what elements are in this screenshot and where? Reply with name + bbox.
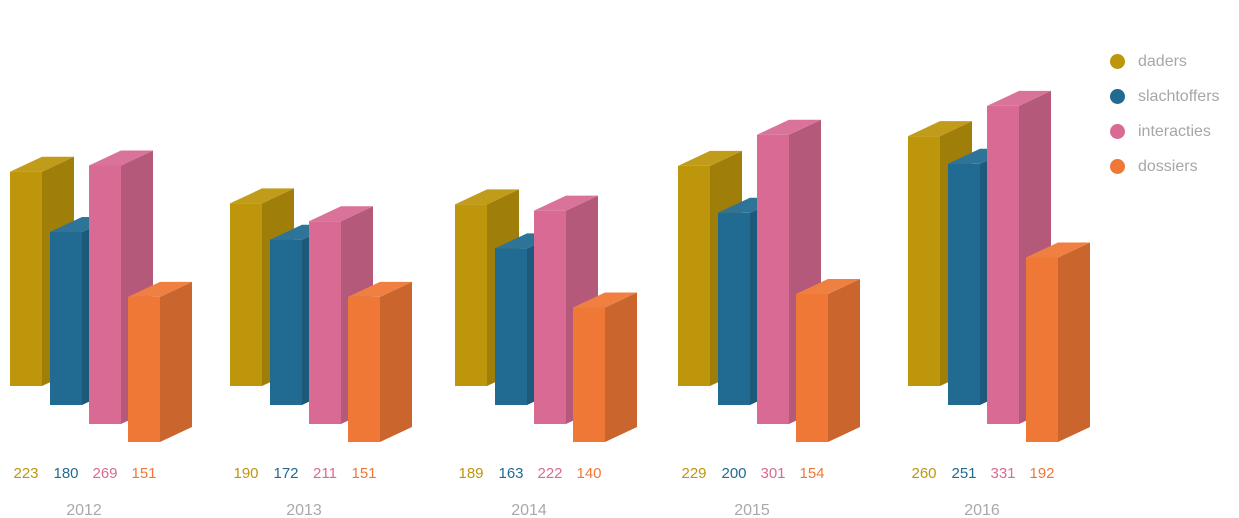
bar-top-face: [987, 90, 1051, 106]
bar-front-face: [718, 212, 750, 405]
bar-front-face: [534, 210, 566, 424]
bar-dossiers-2016: [1026, 242, 1090, 442]
legend-swatch-slachtoffers: [1110, 89, 1125, 104]
bar-front-face: [128, 296, 160, 442]
value-label-daders-2014: 189: [458, 465, 483, 482]
bar-top-face: [230, 188, 294, 204]
bar-front-face: [230, 203, 262, 386]
bar-dossiers-2014: [573, 292, 637, 442]
bar-front-face: [987, 105, 1019, 424]
bar-top-face: [348, 281, 412, 297]
x-tick-label-2014: 2014: [511, 502, 547, 518]
bar-top-face: [796, 279, 860, 295]
value-label-interacties-2013: 211: [313, 465, 337, 482]
bar-front-face: [495, 248, 527, 405]
value-label-slachtoffers-2012: 180: [53, 465, 78, 482]
bar-top-face: [128, 281, 192, 297]
x-tick-label-2016: 2016: [964, 502, 1000, 518]
legend-item-dossiers: dossiers: [1110, 149, 1220, 184]
bar-top-face: [678, 150, 742, 166]
bar-group-2013: 190 172 211 151 2013: [230, 188, 412, 518]
value-label-interacties-2015: 301: [760, 465, 785, 482]
legend-item-slachtoffers: slachtoffers: [1110, 79, 1220, 114]
value-label-daders-2013: 190: [233, 465, 258, 482]
value-label-interacties-2012: 269: [92, 465, 117, 482]
value-label-interacties-2014: 222: [537, 465, 562, 482]
legend-label-interacties: interacties: [1138, 122, 1211, 140]
chart-legend: daders slachtoffers interacties dossiers: [1110, 44, 1220, 184]
bar-top-face: [908, 121, 972, 137]
bar-top-face: [573, 292, 637, 308]
bar-front-face: [455, 204, 487, 386]
x-tick-label-2015: 2015: [734, 502, 770, 518]
bar-top-face: [309, 206, 373, 222]
bar-top-face: [89, 150, 153, 166]
bar-front-face: [1026, 257, 1058, 442]
bar-front-face: [10, 171, 42, 386]
legend-item-daders: daders: [1110, 44, 1220, 79]
value-label-daders-2012: 223: [13, 465, 38, 482]
bar-front-face: [89, 165, 121, 424]
bar-dossiers-2013: [348, 281, 412, 442]
bar-front-face: [908, 136, 940, 386]
value-label-interacties-2016: 331: [990, 465, 1015, 482]
legend-swatch-daders: [1110, 54, 1125, 69]
bar-front-face: [309, 221, 341, 424]
value-label-dossiers-2013: 151: [351, 465, 376, 482]
bar-top-face: [757, 119, 821, 135]
value-label-daders-2015: 229: [681, 465, 706, 482]
x-tick-label-2013: 2013: [286, 502, 322, 518]
bar-side-face: [828, 279, 860, 442]
bar-top-face: [534, 195, 598, 211]
value-label-dossiers-2014: 140: [576, 465, 601, 482]
legend-label-slachtoffers: slachtoffers: [1138, 87, 1220, 105]
bar-group-2016: 260 251 331 192 2016: [908, 90, 1090, 518]
bar-front-face: [796, 294, 828, 442]
bar-front-face: [50, 232, 82, 405]
legend-item-interacties: interacties: [1110, 114, 1220, 149]
value-label-daders-2016: 260: [911, 465, 936, 482]
bar-side-face: [1058, 242, 1090, 442]
value-label-dossiers-2012: 151: [131, 465, 156, 482]
value-label-slachtoffers-2014: 163: [498, 465, 523, 482]
legend-label-daders: daders: [1138, 52, 1187, 70]
value-label-slachtoffers-2016: 251: [951, 465, 976, 482]
bar-top-face: [455, 189, 519, 205]
value-label-slachtoffers-2015: 200: [721, 465, 746, 482]
bar-group-2014: 189 163 222 140 2014: [455, 189, 637, 518]
legend-label-dossiers: dossiers: [1138, 157, 1198, 175]
legend-swatch-dossiers: [1110, 159, 1125, 174]
value-label-slachtoffers-2013: 172: [273, 465, 298, 482]
bar-top-face: [1026, 242, 1090, 258]
bar-front-face: [678, 165, 710, 386]
bar-front-face: [757, 134, 789, 424]
bar-front-face: [270, 239, 302, 405]
value-label-dossiers-2015: 154: [799, 465, 824, 482]
bar-side-face: [380, 281, 412, 442]
bar-group-2015: 229 200 301 154 2015: [678, 119, 860, 518]
bar-front-face: [573, 307, 605, 442]
bar-side-face: [605, 292, 637, 442]
bar-dossiers-2012: [128, 281, 192, 442]
bar-front-face: [348, 296, 380, 442]
bar-group-2012: 223 180 269 151 2012: [10, 150, 192, 518]
bar-top-face: [10, 156, 74, 172]
x-tick-label-2012: 2012: [66, 502, 102, 518]
bar-side-face: [160, 281, 192, 442]
legend-swatch-interacties: [1110, 124, 1125, 139]
bar-front-face: [948, 163, 980, 405]
bar-dossiers-2015: [796, 279, 860, 442]
value-label-dossiers-2016: 192: [1029, 465, 1054, 482]
